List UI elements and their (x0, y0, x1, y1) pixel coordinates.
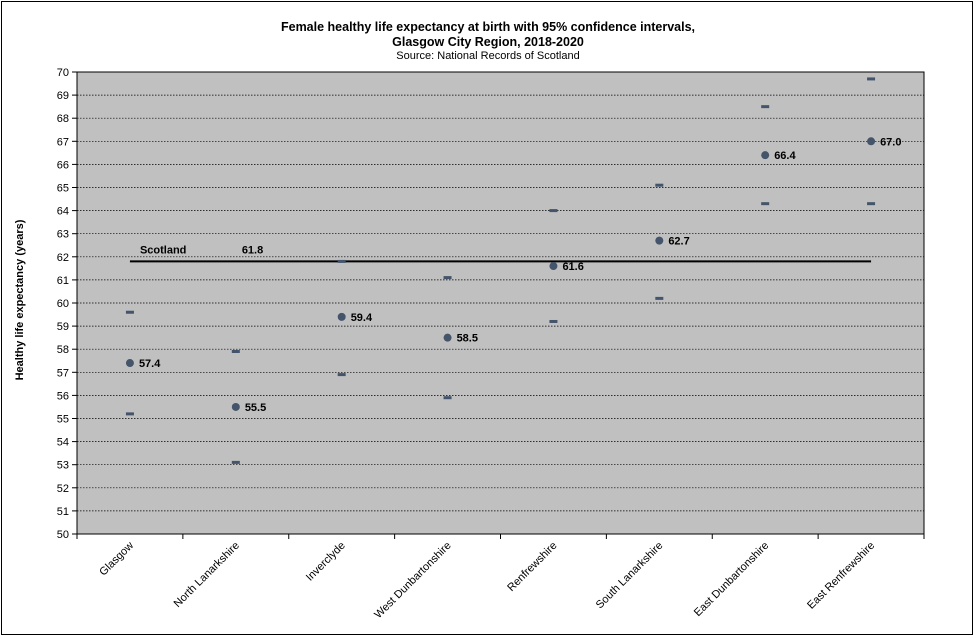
x-tick-label: Glasgow (97, 540, 136, 579)
data-label: 55.5 (245, 402, 266, 414)
y-tick-label: 52 (57, 483, 69, 495)
y-tick-label: 62 (57, 252, 69, 264)
data-label: 58.5 (457, 333, 478, 345)
y-tick-label: 60 (57, 298, 69, 310)
y-tick-label: 61 (57, 275, 69, 287)
y-tick-label: 69 (57, 90, 69, 102)
reference-name-label: Scotland (140, 244, 186, 256)
data-point (761, 151, 770, 160)
chart-title: Female healthy life expectancy at birth … (280, 20, 696, 34)
reference-value-label: 61.8 (242, 244, 263, 256)
y-tick-label: 59 (57, 321, 69, 333)
x-tick-label: East Dunbartonshire (692, 540, 771, 619)
y-tick-label: 63 (57, 229, 69, 241)
y-tick-label: 68 (57, 113, 69, 125)
data-point (125, 359, 134, 368)
y-tick-label: 64 (57, 206, 69, 218)
y-tick-label: 65 (57, 183, 69, 195)
x-tick-label: North Lanarkshire (172, 540, 242, 610)
y-tick-label: 70 (57, 67, 69, 79)
data-label: 59.4 (351, 312, 373, 324)
data-label: 62.7 (668, 236, 689, 248)
x-tick-label: Inverclyde (304, 540, 348, 584)
y-tick-label: 53 (57, 460, 69, 472)
y-tick-label: 66 (57, 159, 69, 171)
data-point (443, 333, 452, 342)
y-tick-label: 51 (57, 506, 69, 518)
data-point (655, 236, 664, 245)
chart-subtitle: Source: National Records of Scotland (396, 50, 580, 62)
x-tick-label: East Renfrewshire (805, 540, 877, 612)
data-label: 61.6 (562, 261, 583, 273)
chart-title-block: Female healthy life expectancy at birth … (0, 20, 976, 63)
data-point (867, 137, 876, 146)
x-tick-label: Renfrewshire (505, 540, 559, 594)
y-tick-label: 55 (57, 414, 69, 426)
chart-title-line2: Glasgow City Region, 2018-2020 (392, 35, 584, 49)
y-tick-label: 56 (57, 390, 69, 402)
data-point (549, 262, 558, 271)
data-label: 66.4 (774, 150, 796, 162)
data-label: 67.0 (880, 136, 901, 148)
x-tick-label: South Lanarkshire (594, 540, 666, 612)
data-point (337, 312, 346, 321)
y-tick-label: 54 (57, 437, 69, 449)
y-tick-label: 50 (57, 529, 69, 541)
y-tick-label: 58 (57, 344, 69, 356)
x-tick-label: West Dunbartonshire (372, 540, 453, 621)
y-tick-label: 57 (57, 367, 69, 379)
y-tick-label: 67 (57, 136, 69, 148)
data-point (231, 402, 240, 411)
data-label: 57.4 (139, 358, 161, 370)
